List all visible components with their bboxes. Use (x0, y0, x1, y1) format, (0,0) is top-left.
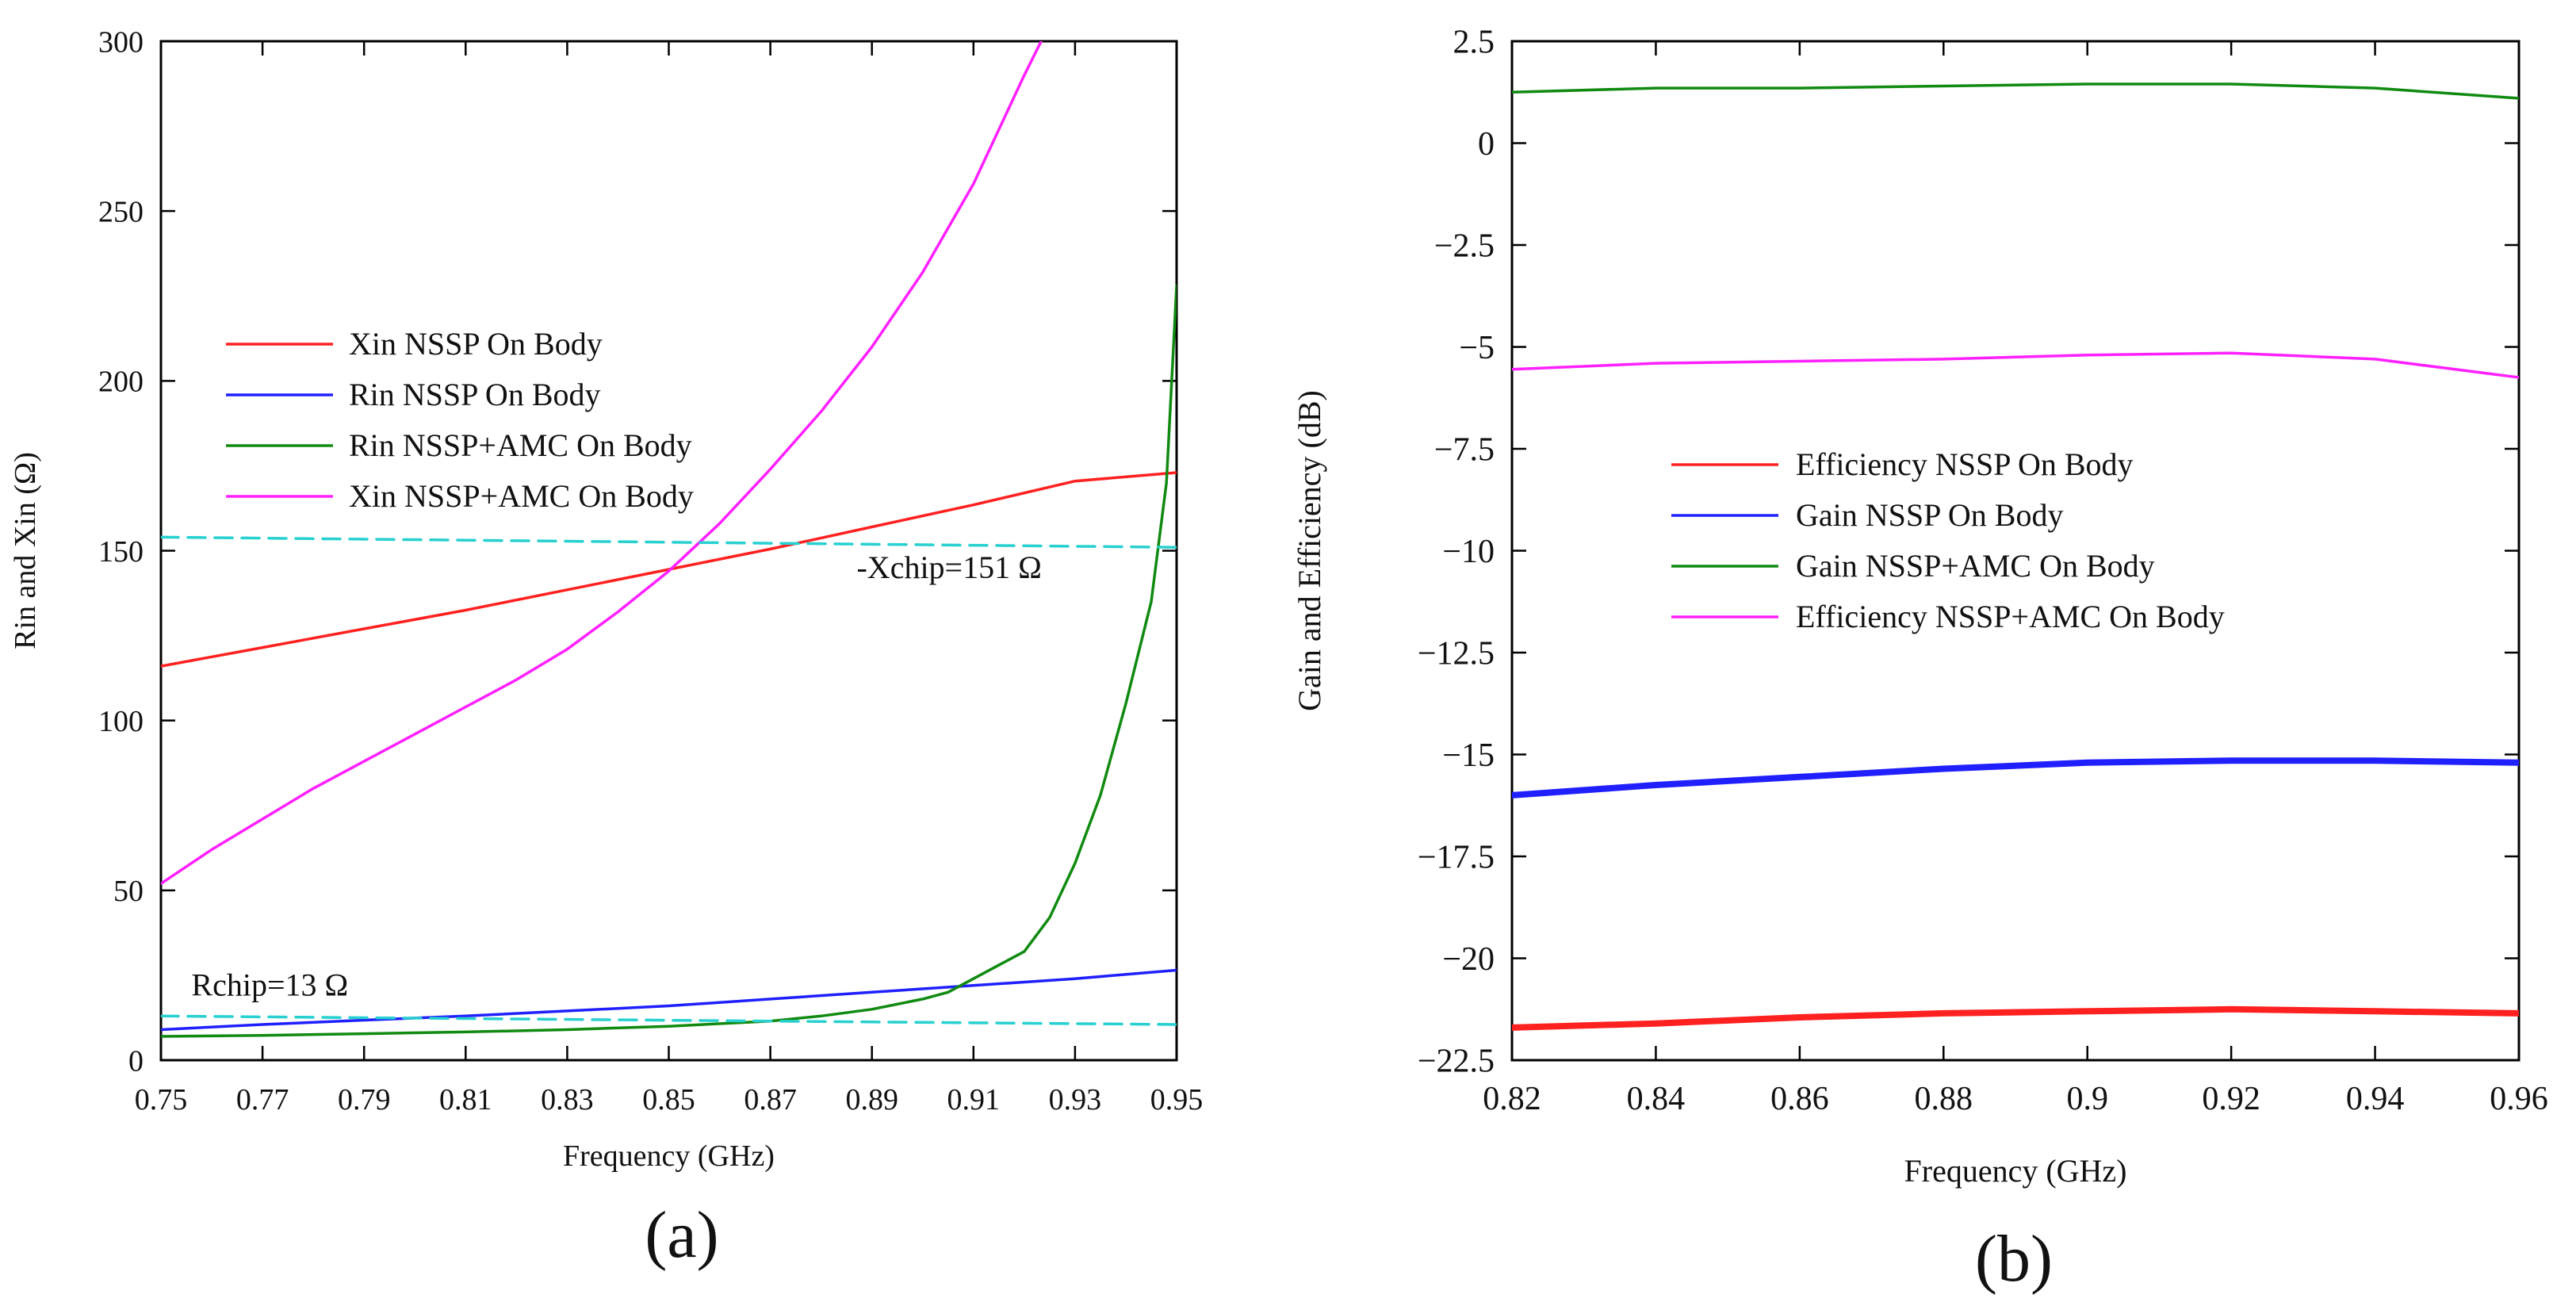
x-tick-label: 0.82 (1483, 1081, 1541, 1117)
series-line-efficiency-nssp-amc-on-body (1512, 351, 2519, 379)
legend-label: Xin NSSP On Body (349, 326, 603, 362)
panel-caption: (a) (645, 1198, 718, 1272)
x-tick-label: 0.85 (642, 1083, 695, 1116)
series-line-rchip (161, 1014, 1177, 1026)
x-tick-label: 0.95 (1150, 1083, 1204, 1116)
y-tick-label: −15 (1442, 737, 1495, 774)
series-line-efficiency-nssp-on-body (1512, 1005, 2519, 1031)
x-tick-label: 0.84 (1627, 1081, 1686, 1117)
x-tick-label: 0.81 (439, 1083, 492, 1116)
series-line-xchip (161, 535, 1177, 549)
panel-caption: (b) (1975, 1222, 2053, 1296)
legend-label: Gain NSSP On Body (1796, 497, 2063, 533)
x-axis-title: Frequency (GHz) (563, 1139, 775, 1173)
y-tick-label: 2.5 (1453, 25, 1495, 61)
x-tick-label: 0.96 (2490, 1081, 2548, 1117)
chart-panel-b: 0.82 0.84 0.86 0.88 0.9 0.92 0.94 0.96 2.5 0 −2.5 −… (1292, 25, 2548, 1296)
legend-label: Rin NSSP On Body (349, 377, 601, 412)
legend: Xin NSSP On Body Rin NSSP On Body Rin NSSP… (226, 326, 694, 514)
series-line-gain-nssp-on-body (1512, 757, 2519, 799)
x-tick-label: 0.77 (236, 1083, 289, 1116)
x-tick-label: 0.86 (1770, 1081, 1829, 1117)
x-tick-label: 0.91 (947, 1083, 1001, 1116)
y-tick-label: 100 (98, 705, 144, 738)
legend-label: Efficiency NSSP On Body (1796, 446, 2134, 482)
chart-panel-a: 0.75 0.77 0.79 0.81 0.83 0.85 0.87 0.89 0.91 0.93… (9, 25, 1203, 1272)
y-tick-label: −17.5 (1418, 840, 1495, 876)
y-tick-label: 250 (98, 195, 144, 228)
y-axis-title: Rin and Xin (Ω) (9, 452, 42, 649)
x-tick-label: 0.79 (338, 1083, 391, 1116)
x-tick-label: 0.83 (541, 1083, 594, 1116)
series-line-gain-nssp-amc-on-body (1512, 82, 2519, 100)
y-tick-label: −12.5 (1418, 636, 1495, 672)
y-tick-label: 150 (98, 535, 144, 569)
annotation-label: -Xchip=151 Ω (856, 550, 1041, 585)
y-tick-label: −5 (1459, 330, 1495, 366)
legend-label: Xin NSSP+AMC On Body (349, 478, 694, 514)
y-tick-label: 200 (98, 366, 144, 399)
y-tick-label: −7.5 (1434, 432, 1495, 469)
x-axis-title: Frequency (GHz) (1904, 1153, 2127, 1189)
x-tick-label: 0.9 (2066, 1081, 2108, 1117)
y-tick-label: −20 (1442, 941, 1495, 978)
series-line-rin-nssp-amc-on-body (161, 284, 1177, 1038)
legend-label: Efficiency NSSP+AMC On Body (1796, 599, 2225, 634)
x-tick-label: 0.88 (1915, 1081, 1973, 1117)
y-tick-label: −10 (1442, 534, 1495, 570)
y-axis-title: Gain and Efficiency (dB) (1292, 390, 1327, 711)
series-line-rin-nssp-on-body (161, 968, 1177, 1032)
y-tick-label: 0 (128, 1044, 144, 1078)
x-tick-label: 0.75 (135, 1083, 188, 1116)
x-tick-label: 0.94 (2346, 1081, 2405, 1117)
series-line-xin-nssp-amc-on-body (161, 41, 1043, 886)
x-tick-label: 0.89 (845, 1083, 898, 1116)
y-tick-label: 300 (98, 25, 144, 59)
y-tick-label: −22.5 (1418, 1044, 1495, 1080)
x-tick-label: 0.93 (1049, 1083, 1102, 1116)
legend-label: Gain NSSP+AMC On Body (1796, 548, 2155, 584)
legend-label: Rin NSSP+AMC On Body (349, 427, 692, 463)
y-tick-label: −2.5 (1434, 228, 1495, 265)
y-tick-label: 0 (1478, 126, 1495, 163)
y-tick-label: 50 (113, 875, 144, 908)
x-tick-label: 0.92 (2202, 1081, 2260, 1117)
legend: Efficiency NSSP On Body Gain NSSP On Body… (1671, 446, 2225, 634)
x-tick-label: 0.87 (744, 1083, 797, 1116)
annotation-label: Rchip=13 Ω (191, 967, 348, 1003)
